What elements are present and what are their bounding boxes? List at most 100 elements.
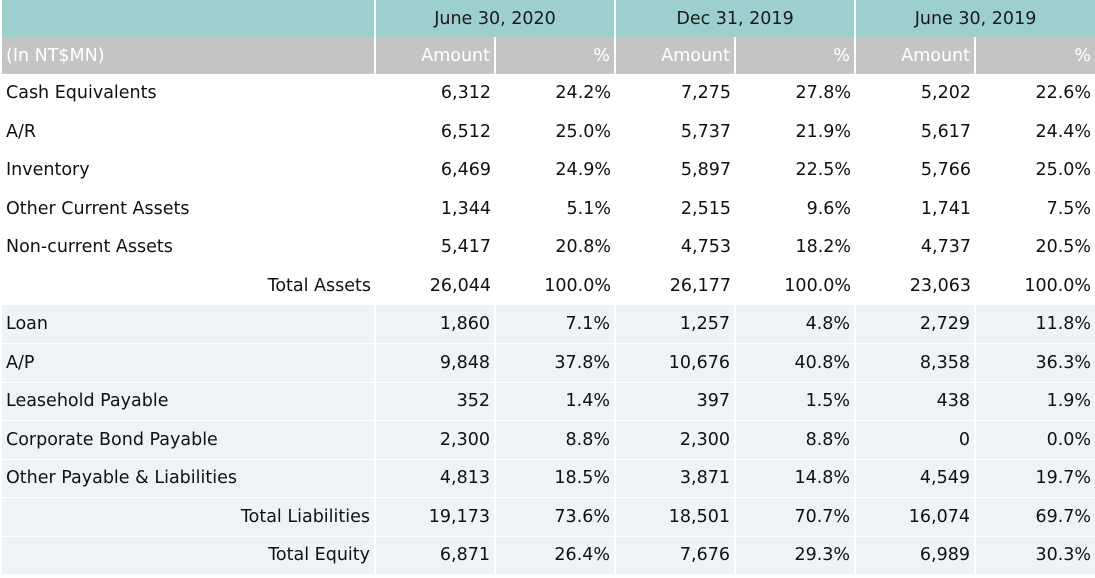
- row-label: Inventory: [2, 151, 375, 190]
- percent-cell: 1.5%: [734, 382, 856, 421]
- amount-cell: 397: [614, 382, 736, 421]
- amount-cell: 9,848: [374, 343, 495, 383]
- amount-cell: 2,300: [614, 420, 736, 460]
- percent-cell: 24.9%: [495, 151, 616, 190]
- row-label: Cash Equivalents: [2, 74, 375, 113]
- period-header: June 30, 2019: [854, 0, 1095, 37]
- table-row: A/P 9,848 37.8% 10,676 40.8% 8,358 36.3%: [2, 343, 1095, 383]
- percent-cell: 24.2%: [495, 74, 616, 113]
- amount-cell: 18,501: [614, 497, 736, 537]
- amount-cell: 6,312: [375, 74, 495, 113]
- table-row: Other Payable & Liabilities 4,813 18.5% 3,8…: [2, 459, 1095, 498]
- percent-cell: 11.8%: [974, 305, 1095, 344]
- amount-column-header: Amount: [854, 37, 976, 74]
- amount-column-header: Amount: [614, 37, 736, 74]
- period-header-blank: [2, 0, 375, 37]
- period-header: June 30, 2020: [373, 0, 616, 37]
- amount-cell: 16,074: [854, 497, 976, 537]
- amount-cell: 4,753: [615, 228, 736, 267]
- period-header-row: June 30, 2020 Dec 31, 2019 June 30, 2019: [2, 0, 1095, 37]
- percent-cell: 100.0%: [975, 266, 1095, 305]
- percent-cell: 27.8%: [735, 74, 856, 113]
- percent-cell: 9.6%: [735, 189, 856, 228]
- amount-cell: 8,358: [854, 343, 976, 383]
- amount-cell: 4,737: [855, 228, 976, 267]
- table-row: Total Liabilities 19,173 73.6% 18,501 70.7% 1…: [2, 497, 1095, 537]
- amount-cell: 5,617: [855, 112, 976, 151]
- percent-cell: 0.0%: [974, 420, 1095, 460]
- amount-cell: 10,676: [614, 343, 736, 383]
- table-row: Inventory 6,469 24.9% 5,897 22.5% 5,766 25.0%: [2, 151, 1095, 190]
- amount-cell: 6,512: [375, 112, 495, 151]
- percent-cell: 22.6%: [975, 74, 1095, 113]
- percent-cell: 19.7%: [974, 459, 1095, 498]
- percent-cell: 8.8%: [493, 420, 616, 460]
- percent-cell: 25.0%: [975, 151, 1095, 190]
- amount-cell: 4,549: [854, 459, 976, 498]
- percent-column-header: %: [974, 37, 1095, 74]
- percent-cell: 22.5%: [735, 151, 856, 190]
- amount-cell: 7,275: [615, 74, 736, 113]
- table-row: Total Equity 6,871 26.4% 7,676 29.3% 6,989 30.…: [2, 536, 1095, 575]
- period-header: Dec 31, 2019: [614, 0, 856, 37]
- amount-cell: 5,417: [375, 228, 495, 267]
- unit-label: (In NT$MN): [2, 37, 375, 74]
- percent-cell: 5.1%: [495, 189, 616, 228]
- percent-cell: 14.8%: [734, 459, 856, 498]
- amount-cell: 1,860: [374, 305, 495, 344]
- table-body: Cash Equivalents 6,312 24.2% 7,275 27.8% 5,20…: [2, 74, 1095, 575]
- amount-cell: 2,300: [374, 420, 495, 460]
- amount-cell: 6,871: [374, 536, 495, 575]
- row-label: Loan: [2, 305, 375, 344]
- percent-cell: 8.8%: [734, 420, 856, 460]
- percent-cell: 70.7%: [734, 497, 856, 537]
- amount-cell: 2,515: [615, 189, 736, 228]
- column-header-row: (In NT$MN) Amount % Amount % Amount %: [2, 37, 1095, 74]
- row-label: Non-current Assets: [2, 228, 375, 267]
- percent-cell: 37.8%: [493, 343, 616, 383]
- amount-cell: 7,676: [614, 536, 736, 575]
- table-row: Total Assets 26,044 100.0% 26,177 100.0% 23,0…: [2, 266, 1095, 305]
- amount-cell: 19,173: [374, 497, 495, 537]
- amount-cell: 5,202: [855, 74, 976, 113]
- percent-cell: 7.5%: [975, 189, 1095, 228]
- percent-cell: 1.9%: [974, 382, 1095, 421]
- table-row: Loan 1,860 7.1% 1,257 4.8% 2,729 11.8%: [2, 305, 1095, 344]
- table-row: Corporate Bond Payable 2,300 8.8% 2,300 8.8%…: [2, 420, 1095, 460]
- amount-cell: 1,257: [614, 305, 736, 344]
- percent-column-header: %: [493, 37, 616, 74]
- percent-cell: 7.1%: [493, 305, 616, 344]
- percent-cell: 30.3%: [974, 536, 1095, 575]
- table-row: Leasehold Payable 352 1.4% 397 1.5% 438 1.9%: [2, 382, 1095, 421]
- amount-cell: 5,897: [615, 151, 736, 190]
- table-row: Other Current Assets 1,344 5.1% 2,515 9.6% 1,…: [2, 189, 1095, 228]
- percent-cell: 18.2%: [735, 228, 856, 267]
- amount-cell: 1,344: [375, 189, 495, 228]
- amount-cell: 438: [854, 382, 976, 421]
- amount-cell: 6,469: [375, 151, 495, 190]
- percent-cell: 20.5%: [975, 228, 1095, 267]
- percent-cell: 100.0%: [735, 266, 856, 305]
- row-label: Corporate Bond Payable: [2, 420, 375, 460]
- total-row-label: Total Liabilities: [2, 497, 375, 537]
- row-label: Other Payable & Liabilities: [2, 459, 375, 498]
- amount-cell: 3,871: [614, 459, 736, 498]
- percent-column-header: %: [734, 37, 856, 74]
- percent-cell: 25.0%: [495, 112, 616, 151]
- amount-cell: 5,766: [855, 151, 976, 190]
- amount-cell: 6,989: [854, 536, 976, 575]
- percent-cell: 20.8%: [495, 228, 616, 267]
- percent-cell: 18.5%: [493, 459, 616, 498]
- percent-cell: 100.0%: [495, 266, 616, 305]
- percent-cell: 29.3%: [734, 536, 856, 575]
- row-label: A/R: [2, 112, 375, 151]
- table-row: Cash Equivalents 6,312 24.2% 7,275 27.8% 5,20…: [2, 74, 1095, 113]
- percent-cell: 21.9%: [735, 112, 856, 151]
- amount-cell: 4,813: [374, 459, 495, 498]
- amount-column-header: Amount: [374, 37, 495, 74]
- percent-cell: 4.8%: [734, 305, 856, 344]
- amount-cell: 2,729: [854, 305, 976, 344]
- table-row: Non-current Assets 5,417 20.8% 4,753 18.2% 4,…: [2, 228, 1095, 267]
- percent-cell: 73.6%: [493, 497, 616, 537]
